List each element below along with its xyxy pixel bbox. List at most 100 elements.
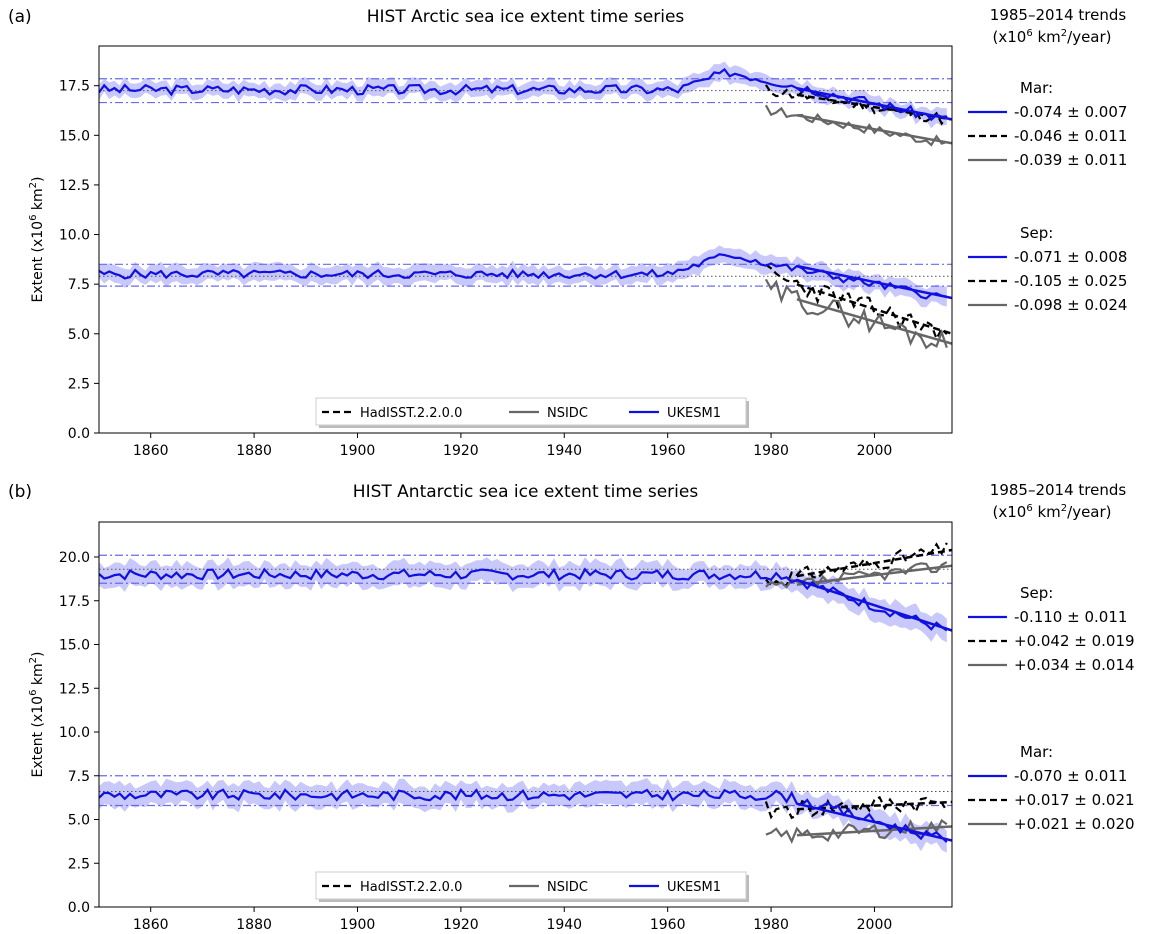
nsidc-trend-line: [796, 298, 952, 345]
x-tick-label: 1980: [753, 443, 789, 459]
x-tick-label: 1860: [133, 443, 169, 459]
trend-units: (x106 km2/year): [992, 28, 1111, 46]
y-tick-label: 10.0: [59, 725, 90, 741]
y-tick-label: 0.0: [68, 900, 90, 916]
trend-value: -0.105 ± 0.025: [1014, 272, 1127, 290]
trend-value: -0.070 ± 0.011: [1014, 767, 1127, 785]
y-tick-label: 20.0: [59, 550, 90, 566]
y-tick-label: 2.5: [68, 376, 90, 392]
y-tick-label: 7.5: [68, 277, 90, 293]
text-span: 2: [28, 182, 39, 188]
panel-label: (a): [8, 7, 32, 27]
trend-units: (x106 km2/year): [992, 503, 1111, 521]
chart-panel-a: (a) HIST Arctic sea ice extent time serie…: [8, 6, 1127, 459]
model-spread-band: [99, 557, 947, 643]
trend-month-label: Mar:: [1020, 743, 1053, 761]
chart-panel-b: (b) HIST Antarctic sea ice extent time se…: [8, 481, 1135, 933]
plot-area: [99, 61, 952, 350]
y-tick-label: 12.5: [59, 681, 90, 697]
model-trend-line: [796, 802, 952, 842]
chart-legend: HadISST.2.2.0.0 NSIDC UKESM1: [315, 397, 749, 428]
y-axis-label: Extent (x106 km2): [28, 176, 46, 302]
chart-legend: HadISST.2.2.0.0 NSIDC UKESM1: [315, 871, 749, 902]
model-series: [99, 567, 948, 632]
model-spread-band: [99, 245, 947, 308]
model-spread-band: [99, 777, 947, 853]
hadisst-trend-line: [796, 548, 952, 578]
hadisst-trend-line: [796, 93, 952, 121]
text-span: 6: [28, 215, 39, 221]
y-tick-label: 15.0: [59, 128, 90, 144]
text-span: 6: [1026, 503, 1032, 514]
y-axis-label: Extent (x106 km2): [28, 651, 46, 777]
x-tick-label: 1860: [133, 917, 169, 933]
trend-value: -0.110 ± 0.011: [1014, 608, 1127, 626]
trend-value: -0.098 ± 0.024: [1014, 296, 1127, 314]
nsidc-trend-line: [796, 114, 952, 145]
text-span: 6: [28, 690, 39, 696]
trend-value: -0.074 ± 0.007: [1014, 103, 1127, 121]
chart-title: HIST Antarctic sea ice extent time serie…: [353, 482, 699, 502]
model-series: [99, 787, 948, 843]
hadisst-trend-line: [796, 800, 952, 811]
x-tick-label: 2000: [857, 443, 893, 459]
nsidc-trend-line: [796, 825, 952, 837]
y-tick-label: 2.5: [68, 856, 90, 872]
trend-month-label: Sep:: [1020, 224, 1053, 242]
axes-frame: [98, 521, 953, 908]
trend-value: +0.042 ± 0.019: [1014, 632, 1135, 650]
trend-header: 1985–2014 trends: [990, 6, 1127, 24]
model-series: [99, 67, 947, 122]
x-tick-label: 1960: [650, 917, 686, 933]
trend-value: +0.034 ± 0.014: [1014, 656, 1135, 674]
y-tick-label: 5.0: [68, 327, 90, 343]
trend-header: 1985–2014 trends: [990, 481, 1127, 499]
model-trend-line: [796, 87, 952, 121]
y-tick-label: 7.5: [68, 769, 90, 785]
y-tick-label: 12.5: [59, 178, 90, 194]
y-tick-label: 0.0: [68, 426, 90, 442]
text-span: km: [1033, 28, 1061, 46]
legend-label: NSIDC: [547, 406, 588, 421]
text-span: km: [30, 663, 46, 689]
x-tick-label: 1880: [236, 443, 272, 459]
axes-frame: [98, 45, 953, 434]
trend-month-label: Mar:: [1020, 79, 1053, 97]
trend-value: -0.039 ± 0.011: [1014, 151, 1127, 169]
x-tick-label: 1920: [443, 443, 479, 459]
y-tick-label: 17.5: [59, 79, 90, 95]
text-span: /year): [1067, 28, 1111, 46]
text-span: ): [30, 651, 46, 656]
legend-label: HadISST.2.2.0.0: [360, 880, 462, 895]
y-tick-label: 15.0: [59, 638, 90, 654]
text-span: Extent (x10: [30, 221, 46, 303]
text-span: (x10: [992, 503, 1026, 521]
trend-value: -0.046 ± 0.011: [1014, 127, 1127, 145]
x-tick-label: 2000: [857, 917, 893, 933]
y-tick-label: 17.5: [59, 594, 90, 610]
x-tick-label: 1940: [546, 443, 582, 459]
panel-label: (b): [8, 482, 32, 502]
text-span: 2: [1061, 28, 1067, 39]
legend-label: UKESM1: [667, 880, 721, 895]
text-span: ): [30, 176, 46, 181]
text-span: km: [1033, 503, 1061, 521]
x-tick-label: 1880: [236, 917, 272, 933]
text-span: km: [30, 188, 46, 214]
text-span: /year): [1067, 503, 1111, 521]
x-tick-label: 1900: [340, 443, 376, 459]
trend-value: +0.017 ± 0.021: [1014, 791, 1135, 809]
x-tick-label: 1980: [753, 917, 789, 933]
y-tick-label: 10.0: [59, 228, 90, 244]
legend-label: UKESM1: [667, 406, 721, 421]
text-span: 6: [1026, 28, 1032, 39]
trend-value: -0.071 ± 0.008: [1014, 248, 1127, 266]
y-tick-label: 5.0: [68, 813, 90, 829]
x-tick-label: 1940: [546, 917, 582, 933]
chart-title: HIST Arctic sea ice extent time series: [367, 7, 685, 27]
text-span: 2: [1061, 503, 1067, 514]
legend-label: HadISST.2.2.0.0: [360, 406, 462, 421]
model-trend-line: [796, 578, 952, 632]
hadisst-series: [765, 263, 948, 342]
